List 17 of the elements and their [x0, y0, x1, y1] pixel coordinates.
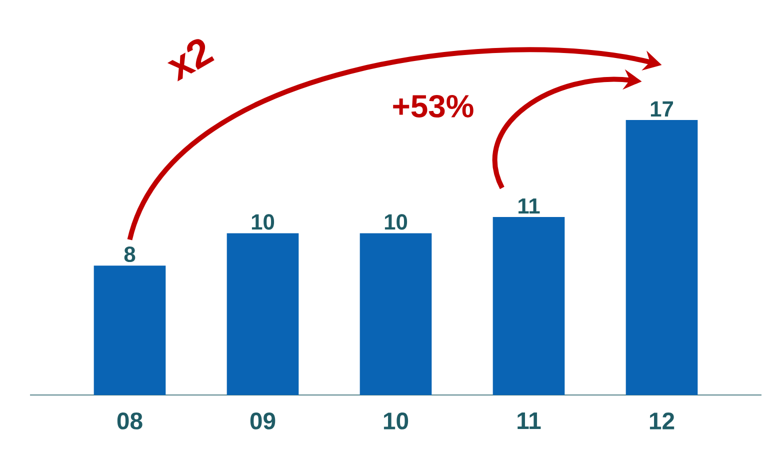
x-tick-label: 12 — [650, 412, 674, 430]
data-label: 10 — [252, 214, 274, 230]
bar — [492, 217, 565, 395]
text: +53% — [393, 94, 474, 118]
data-label: 8 — [124, 246, 136, 262]
data-label: 10 — [384, 214, 408, 230]
bar — [226, 233, 299, 395]
bar — [94, 266, 166, 395]
x-tick-label: 09 — [250, 412, 276, 430]
bar — [626, 120, 698, 395]
x-tick-label: 10 — [384, 412, 408, 430]
x-tick-label: 11 — [518, 412, 541, 429]
x-tick-label: 08 — [117, 412, 142, 430]
data-label: 11 — [518, 198, 540, 214]
text: x2 — [167, 39, 214, 82]
data-label: 17 — [650, 101, 673, 116]
bar — [360, 233, 432, 395]
